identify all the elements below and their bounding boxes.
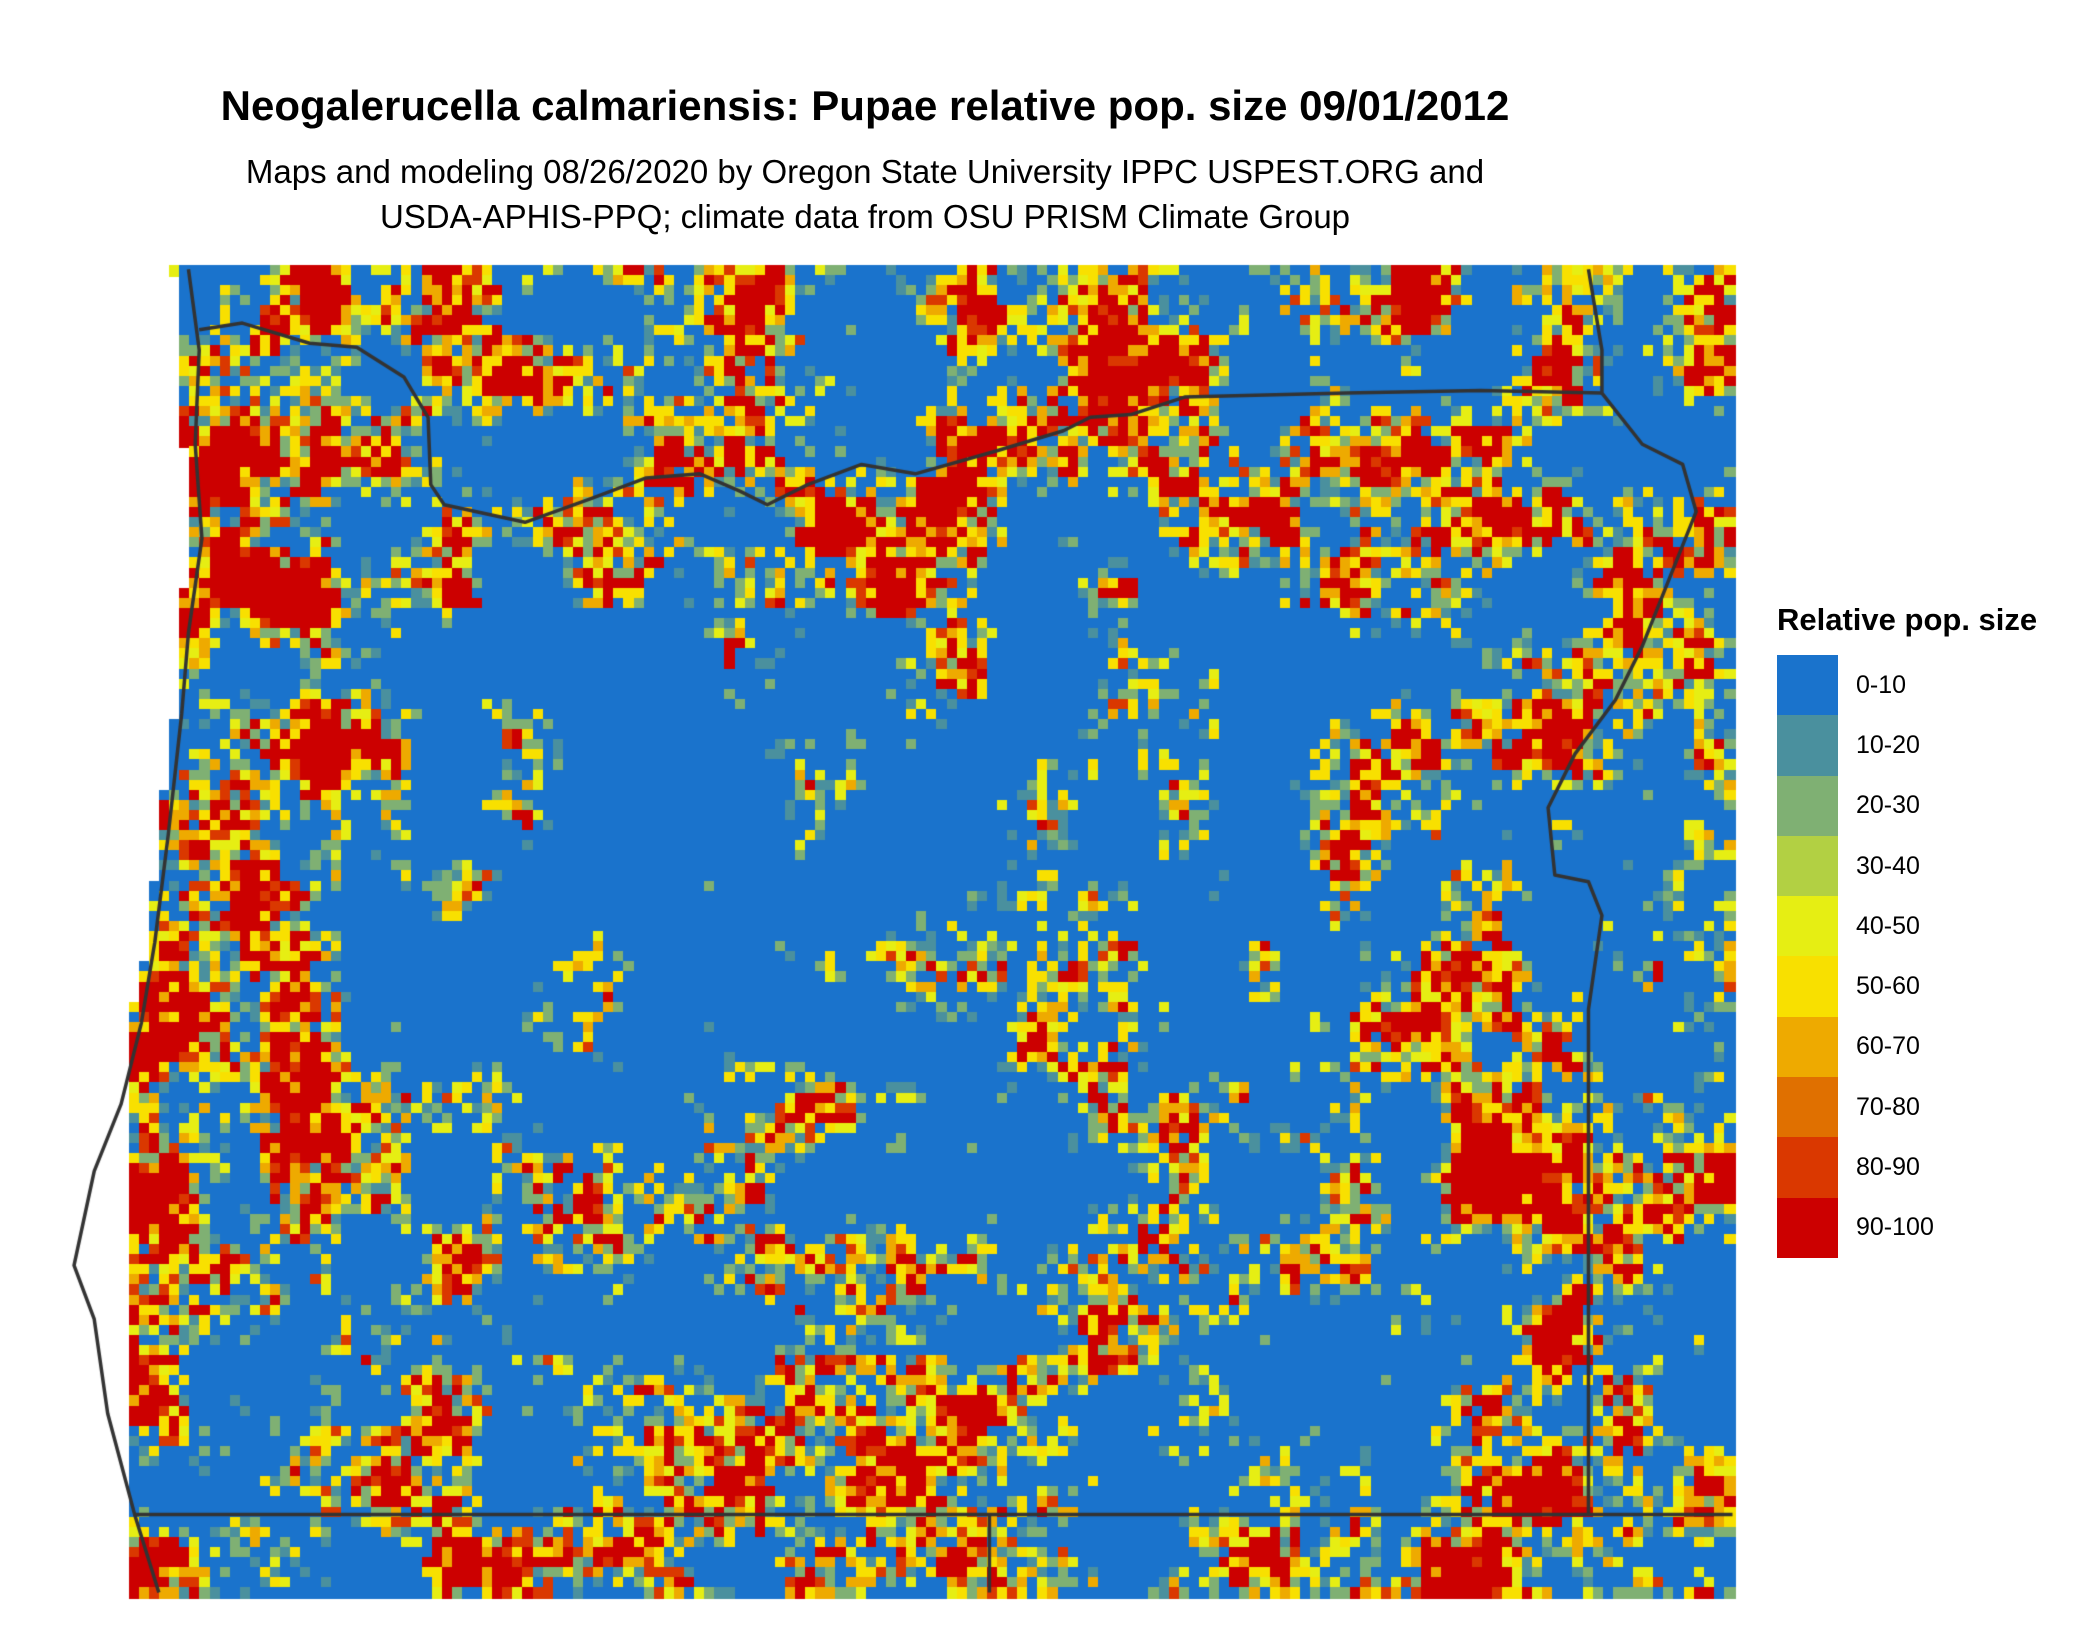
legend-swatch bbox=[1777, 1197, 1838, 1258]
legend-item: 30-40 bbox=[1777, 835, 1934, 897]
legend-swatch bbox=[1777, 1137, 1838, 1198]
legend-item: 90-100 bbox=[1777, 1197, 1934, 1258]
legend-item: 70-80 bbox=[1777, 1077, 1934, 1138]
legend-label: 90-100 bbox=[1856, 1213, 1934, 1242]
legend-swatch bbox=[1777, 715, 1838, 776]
legend-item: 60-70 bbox=[1777, 1016, 1934, 1078]
legend-item: 20-30 bbox=[1777, 775, 1934, 836]
legend-swatch bbox=[1777, 775, 1838, 836]
legend-item: 80-90 bbox=[1777, 1137, 1934, 1198]
legend-label: 0-10 bbox=[1856, 670, 1907, 699]
legend-label: 60-70 bbox=[1856, 1032, 1920, 1061]
chart-title: Neogalerucella calmariensis: Pupae relat… bbox=[220, 82, 1510, 129]
legend-item: 0-10 bbox=[1777, 655, 1934, 716]
legend-item: 50-60 bbox=[1777, 956, 1934, 1017]
legend-item: 10-20 bbox=[1777, 715, 1934, 776]
legend-swatch bbox=[1777, 655, 1838, 716]
legend-swatch bbox=[1777, 1016, 1838, 1078]
legend-item: 40-50 bbox=[1777, 896, 1934, 957]
legend-swatch bbox=[1777, 956, 1838, 1017]
legend-swatch bbox=[1777, 1077, 1838, 1138]
legend-label: 70-80 bbox=[1856, 1092, 1920, 1121]
legend-label: 20-30 bbox=[1856, 791, 1920, 820]
subtitle-line-1: Maps and modeling 08/26/2020 by Oregon S… bbox=[245, 153, 1485, 190]
subtitle-line-2: USDA-APHIS-PPQ; climate data from OSU PR… bbox=[379, 198, 1351, 235]
legend-label: 40-50 bbox=[1856, 911, 1920, 940]
legend-title: Relative pop. size bbox=[1777, 602, 2038, 637]
legend-label: 80-90 bbox=[1856, 1153, 1920, 1182]
legend-label: 30-40 bbox=[1856, 851, 1920, 880]
legend-swatch bbox=[1777, 896, 1838, 957]
legend-label: 50-60 bbox=[1856, 972, 1920, 1001]
legend-swatch bbox=[1777, 835, 1838, 897]
legend: 0-10 10-20 20-30 30-40 40-50 50-60 60-70… bbox=[1777, 655, 1934, 1258]
legend-label: 10-20 bbox=[1856, 730, 1920, 759]
